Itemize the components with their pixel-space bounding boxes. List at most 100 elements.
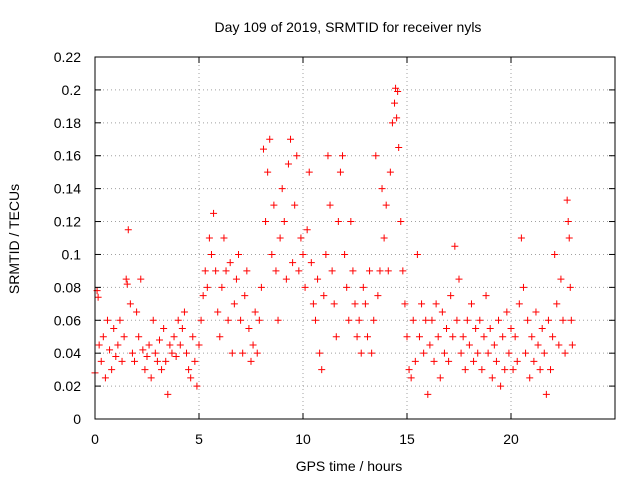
data-point bbox=[180, 308, 188, 316]
data-point bbox=[282, 275, 290, 283]
data-point bbox=[451, 242, 459, 250]
data-point bbox=[557, 275, 565, 283]
data-point bbox=[126, 300, 134, 308]
data-point bbox=[509, 366, 517, 374]
data-point bbox=[178, 325, 186, 332]
data-points bbox=[91, 84, 576, 398]
data-point bbox=[351, 300, 359, 308]
data-point bbox=[230, 300, 238, 308]
data-point bbox=[239, 349, 247, 357]
data-point bbox=[137, 275, 145, 283]
data-point bbox=[465, 341, 473, 349]
data-point bbox=[155, 336, 163, 344]
data-point bbox=[447, 292, 455, 300]
data-point bbox=[255, 316, 263, 324]
data-point bbox=[567, 316, 575, 324]
data-point bbox=[553, 300, 561, 308]
data-point bbox=[526, 374, 534, 382]
data-point bbox=[232, 275, 240, 283]
data-point bbox=[191, 357, 199, 365]
data-point bbox=[384, 267, 392, 275]
data-point bbox=[287, 135, 295, 143]
data-point bbox=[160, 325, 168, 332]
data-point bbox=[459, 333, 467, 341]
data-point bbox=[517, 234, 525, 242]
data-point bbox=[463, 316, 471, 324]
data-point bbox=[445, 357, 453, 365]
data-point bbox=[110, 325, 118, 332]
data-point bbox=[241, 292, 249, 300]
data-point bbox=[418, 300, 426, 308]
data-point bbox=[507, 325, 515, 332]
data-point bbox=[133, 308, 141, 316]
data-point bbox=[536, 366, 544, 374]
data-point bbox=[501, 366, 509, 374]
data-point bbox=[332, 333, 340, 341]
data-point bbox=[409, 316, 417, 324]
data-point bbox=[386, 168, 394, 176]
data-point bbox=[401, 300, 409, 308]
data-point bbox=[262, 218, 270, 226]
data-point bbox=[336, 168, 344, 176]
data-point bbox=[151, 349, 159, 357]
data-point bbox=[316, 349, 324, 357]
data-point bbox=[495, 316, 503, 324]
y-tick-label: 0.18 bbox=[54, 115, 81, 131]
data-point bbox=[266, 135, 274, 143]
data-point bbox=[480, 333, 488, 341]
data-point bbox=[176, 341, 184, 349]
data-point bbox=[235, 250, 243, 258]
data-point bbox=[218, 283, 226, 291]
data-point bbox=[453, 316, 461, 324]
data-point bbox=[505, 349, 513, 357]
data-point bbox=[470, 357, 478, 365]
x-tick-label: 20 bbox=[503, 431, 519, 447]
x-tick-label: 0 bbox=[91, 431, 99, 447]
data-point bbox=[372, 152, 380, 160]
data-point bbox=[203, 283, 211, 291]
data-point bbox=[394, 88, 402, 96]
data-point bbox=[299, 250, 307, 258]
y-tick-label: 0.02 bbox=[54, 378, 81, 394]
data-point bbox=[123, 280, 131, 288]
data-point bbox=[328, 267, 336, 275]
data-point bbox=[135, 333, 143, 341]
data-point bbox=[322, 250, 330, 258]
data-point bbox=[172, 352, 180, 360]
data-point bbox=[474, 349, 482, 357]
data-point bbox=[391, 99, 399, 107]
data-point bbox=[243, 267, 251, 275]
data-point bbox=[530, 357, 538, 365]
data-point bbox=[197, 316, 205, 324]
x-tick-label: 10 bbox=[295, 431, 311, 447]
data-point bbox=[114, 341, 122, 349]
data-point bbox=[397, 218, 405, 226]
data-point bbox=[368, 349, 376, 357]
data-point bbox=[174, 316, 182, 324]
data-point bbox=[499, 333, 507, 341]
data-point bbox=[538, 325, 546, 332]
x-tick-label: 15 bbox=[399, 431, 415, 447]
data-point bbox=[320, 292, 328, 300]
data-point bbox=[449, 333, 457, 341]
data-point bbox=[551, 250, 559, 258]
data-point bbox=[366, 267, 374, 275]
data-point bbox=[128, 349, 136, 357]
data-point bbox=[524, 316, 532, 324]
y-tick-label: 0.04 bbox=[54, 345, 81, 361]
data-point bbox=[370, 316, 378, 324]
data-point bbox=[224, 316, 232, 324]
data-point bbox=[432, 300, 440, 308]
data-point bbox=[380, 234, 388, 242]
data-point bbox=[347, 218, 355, 226]
data-point bbox=[139, 346, 147, 354]
data-point bbox=[247, 357, 255, 365]
data-point bbox=[185, 366, 193, 374]
data-point bbox=[345, 316, 353, 324]
data-point bbox=[95, 341, 103, 349]
data-point bbox=[422, 316, 430, 324]
y-tick-label: 0.2 bbox=[62, 82, 82, 98]
data-point bbox=[193, 382, 201, 390]
data-point bbox=[272, 267, 280, 275]
